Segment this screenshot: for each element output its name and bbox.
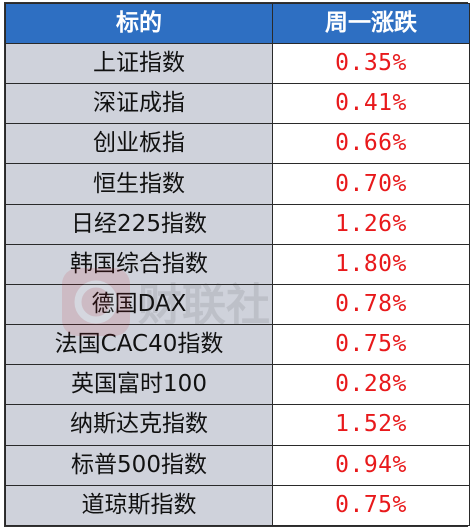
- table-row: 纳斯达克指数 1.52%: [5, 404, 470, 446]
- table-row: 英国富时100 0.28%: [5, 364, 470, 406]
- table-row: 深证成指 0.41%: [5, 83, 470, 125]
- change-value-cell: 0.35%: [272, 42, 470, 85]
- index-name-cell: 上证指数: [5, 42, 273, 85]
- index-name-cell: 德国DAX: [5, 283, 273, 326]
- change-value-cell: 0.70%: [272, 163, 470, 205]
- change-value-cell: 0.75%: [272, 324, 470, 366]
- header-monday-change: 周一涨跌: [272, 3, 470, 44]
- index-change-table-container: 标的 周一涨跌 上证指数 0.35% 深证成指 0.41% 创业板指 0.66%…: [4, 2, 470, 527]
- index-name-cell: 韩国综合指数: [5, 243, 273, 285]
- table-row: 德国DAX 0.78%: [5, 283, 470, 326]
- table-row: 韩国综合指数 1.80%: [5, 243, 470, 285]
- index-name-cell: 道琼斯指数: [5, 484, 273, 527]
- table-row: 法国CAC40指数 0.75%: [5, 324, 470, 366]
- table-row: 创业板指 0.66%: [5, 123, 470, 165]
- index-name-cell: 创业板指: [5, 123, 273, 165]
- index-name-cell: 日经225指数: [5, 203, 273, 245]
- index-name-cell: 深证成指: [5, 83, 273, 125]
- header-index-name: 标的: [5, 3, 273, 44]
- change-value-cell: 0.41%: [272, 83, 470, 125]
- table-row: 恒生指数 0.70%: [5, 163, 470, 205]
- change-value-cell: 1.80%: [272, 243, 470, 285]
- index-name-cell: 法国CAC40指数: [5, 324, 273, 366]
- index-name-cell: 英国富时100: [5, 364, 273, 406]
- change-value-cell: 0.66%: [272, 123, 470, 165]
- change-value-cell: 0.28%: [272, 364, 470, 406]
- index-name-cell: 纳斯达克指数: [5, 404, 273, 446]
- table-row: 上证指数 0.35%: [5, 42, 470, 85]
- table-header-row: 标的 周一涨跌: [5, 3, 470, 44]
- table-row: 道琼斯指数 0.75%: [5, 484, 470, 527]
- table-row: 日经225指数 1.26%: [5, 203, 470, 245]
- change-value-cell: 0.78%: [272, 283, 470, 326]
- change-value-cell: 0.94%: [272, 444, 470, 486]
- index-name-cell: 标普500指数: [5, 444, 273, 486]
- change-value-cell: 1.26%: [272, 203, 470, 245]
- index-name-cell: 恒生指数: [5, 163, 273, 205]
- change-value-cell: 0.75%: [272, 484, 470, 527]
- change-value-cell: 1.52%: [272, 404, 470, 446]
- index-change-table: 标的 周一涨跌 上证指数 0.35% 深证成指 0.41% 创业板指 0.66%…: [5, 3, 470, 527]
- table-row: 标普500指数 0.94%: [5, 444, 470, 486]
